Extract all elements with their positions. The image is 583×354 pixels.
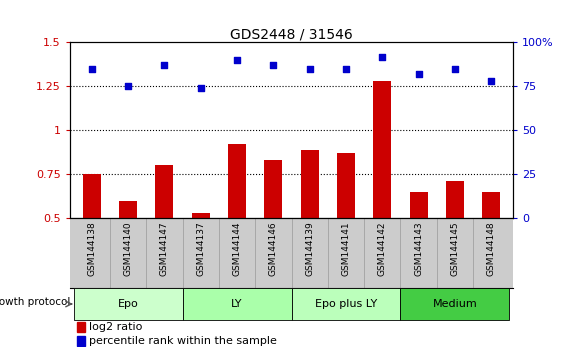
Bar — [155, 165, 174, 218]
Title: GDS2448 / 31546: GDS2448 / 31546 — [230, 27, 353, 41]
Text: GSM144143: GSM144143 — [414, 222, 423, 276]
Bar — [301, 150, 319, 218]
Bar — [446, 181, 464, 218]
Text: log2 ratio: log2 ratio — [89, 322, 142, 332]
Bar — [292, 289, 401, 320]
Text: GSM144137: GSM144137 — [196, 222, 205, 276]
Bar — [73, 289, 182, 320]
Point — [378, 54, 387, 59]
Text: GSM144141: GSM144141 — [342, 222, 350, 276]
Bar — [482, 192, 500, 218]
Text: growth protocol: growth protocol — [0, 297, 71, 307]
Bar — [182, 289, 292, 320]
Point — [269, 62, 278, 68]
Text: Epo: Epo — [118, 299, 138, 309]
Text: GSM144146: GSM144146 — [269, 222, 278, 276]
Point — [305, 66, 314, 72]
Point — [87, 66, 96, 72]
Text: Medium: Medium — [433, 299, 477, 309]
Point — [450, 66, 459, 72]
Text: GSM144148: GSM144148 — [487, 222, 496, 276]
Bar — [401, 289, 510, 320]
Text: GSM144140: GSM144140 — [124, 222, 132, 276]
Point — [341, 66, 350, 72]
Point — [196, 85, 205, 91]
Text: GSM144139: GSM144139 — [305, 222, 314, 276]
Bar — [228, 144, 246, 218]
Bar — [76, 336, 85, 346]
Text: GSM144138: GSM144138 — [87, 222, 96, 276]
Bar — [264, 160, 282, 218]
Point — [160, 62, 169, 68]
Bar — [192, 213, 210, 218]
Point — [124, 84, 133, 89]
Bar — [337, 153, 355, 218]
Bar — [76, 322, 85, 332]
Bar — [373, 81, 391, 218]
Text: percentile rank within the sample: percentile rank within the sample — [89, 336, 276, 346]
Point — [233, 57, 242, 63]
Text: LY: LY — [231, 299, 243, 309]
Text: GSM144145: GSM144145 — [451, 222, 459, 276]
Bar — [83, 174, 101, 218]
Bar — [409, 192, 428, 218]
Text: Epo plus LY: Epo plus LY — [315, 299, 377, 309]
Text: GSM144142: GSM144142 — [378, 222, 387, 276]
Point — [487, 78, 496, 84]
Text: GSM144147: GSM144147 — [160, 222, 169, 276]
Point — [414, 71, 423, 77]
Text: GSM144144: GSM144144 — [233, 222, 241, 276]
Bar — [119, 201, 137, 218]
